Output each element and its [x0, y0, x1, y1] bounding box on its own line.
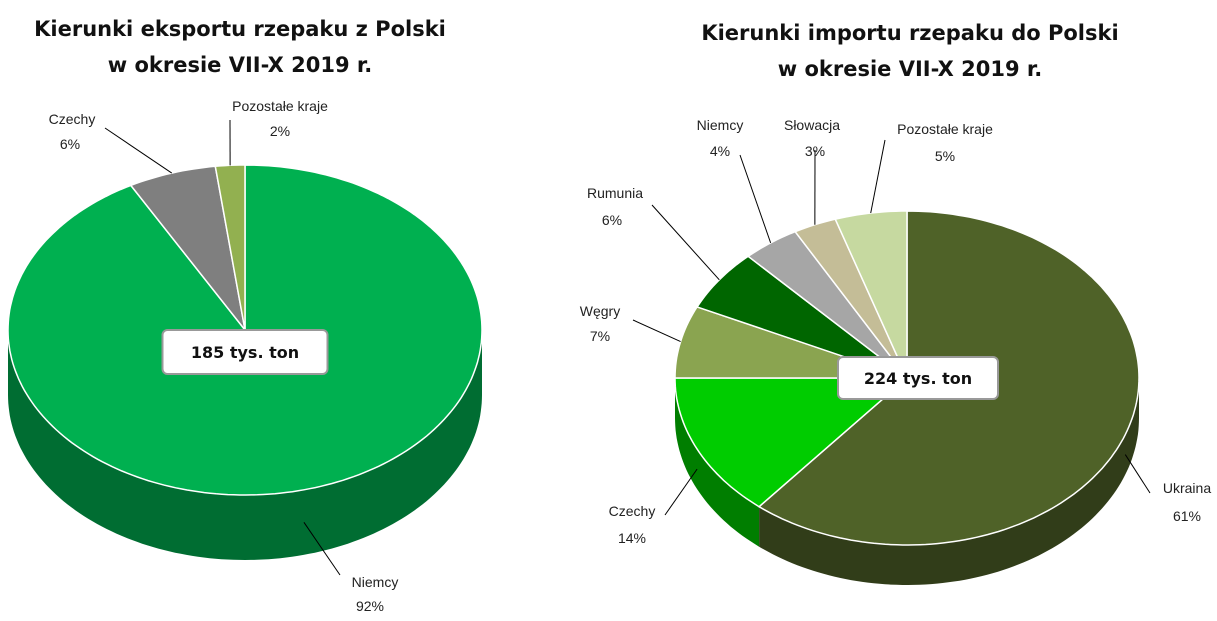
pie-slice: [129, 165, 246, 331]
slice-value-label: 4%: [710, 143, 730, 159]
slice-label: Niemcy: [697, 117, 744, 133]
pie-slice-side: [8, 330, 482, 560]
annotation-box: [837, 356, 999, 400]
slice-value-label: 92%: [356, 598, 384, 614]
slice-label: Czechy: [609, 503, 656, 519]
pie-slice-side: [759, 378, 1139, 585]
slice-label: Pozostałe kraje: [232, 98, 328, 114]
slice-label: Słowacja: [784, 117, 840, 133]
annotation-box: [161, 329, 329, 375]
slice-label: Ukraina: [1163, 480, 1211, 496]
slice-value-label: 3%: [805, 143, 825, 159]
pie-slice-side: [675, 378, 760, 547]
chart-title: Kierunki importu rzepaku do Polski: [701, 21, 1118, 45]
slice-label: Niemcy: [352, 574, 399, 590]
slice-value-label: 6%: [602, 212, 622, 228]
slice-value-label: 5%: [935, 148, 955, 164]
leader-line: [303, 522, 341, 576]
slice-label: Pozostałe kraje: [897, 121, 993, 137]
slice-value-label: 2%: [270, 123, 290, 139]
chart-title: w okresie VII-X 2019 r.: [108, 53, 372, 77]
leader-line: [739, 154, 772, 244]
leader-line: [651, 204, 720, 281]
pie-chart: Kierunki importu rzepaku do Polski w okre…: [580, 21, 1211, 585]
slice-value-label: 7%: [590, 328, 610, 344]
slice-label: Rumunia: [587, 185, 643, 201]
annotation: 185 tys. ton: [191, 343, 299, 362]
leader-line: [664, 468, 698, 516]
pie-slice: [674, 377, 910, 508]
pie-chart: Kierunki eksportu rzepaku z Polski w okre…: [7, 17, 483, 614]
pie-slice: [746, 230, 908, 379]
slice-label: Czechy: [49, 111, 96, 127]
leader-line: [870, 139, 886, 214]
chart-title: Kierunki eksportu rzepaku z Polski: [34, 17, 446, 41]
slice-value-label: 61%: [1173, 508, 1201, 524]
leader-line: [632, 319, 681, 343]
annotation: 224 tys. ton: [864, 369, 972, 388]
leader-line: [1124, 454, 1151, 494]
slice-value-label: 14%: [618, 530, 646, 546]
pie-slice: [834, 210, 908, 379]
leader-line: [104, 127, 173, 174]
chart-title: w okresie VII-X 2019 r.: [778, 57, 1042, 81]
slice-label: Węgry: [580, 303, 620, 319]
slice-value-label: 6%: [60, 136, 80, 152]
